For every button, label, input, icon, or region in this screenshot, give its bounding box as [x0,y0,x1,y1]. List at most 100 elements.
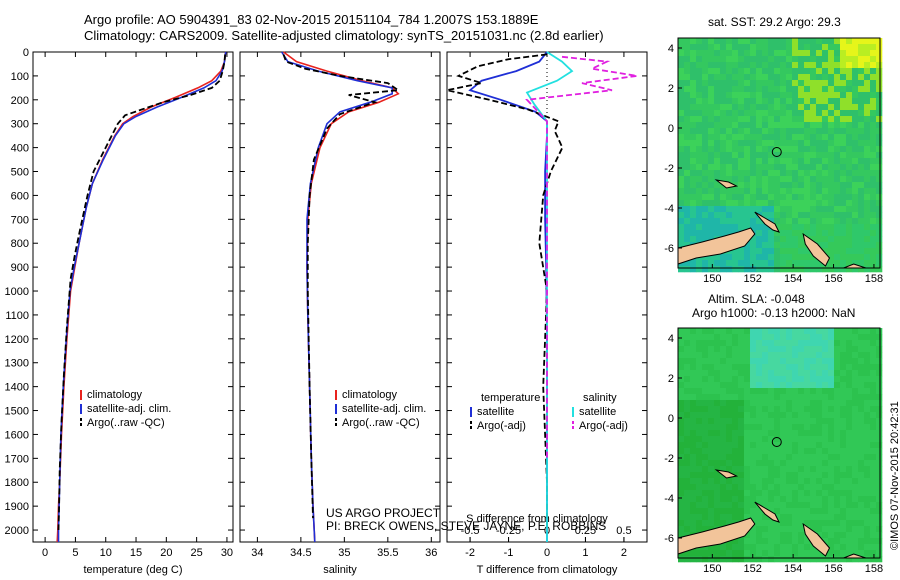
map-cell [750,502,757,509]
map-cell [864,248,871,255]
map-cell [726,206,733,213]
map-cell [858,188,865,195]
map-cell [690,466,697,473]
map-cell [762,116,769,123]
map-cell [864,496,871,503]
map-cell [744,212,751,219]
map-cell [828,218,835,225]
float-position-marker [771,437,782,447]
map-cell [828,430,835,437]
map-cell [864,38,871,45]
map-cell [828,140,835,147]
map-cell [810,206,817,213]
map-cell [708,140,715,147]
map-cell [810,346,817,353]
map-cell [786,140,793,147]
map-cell [732,128,739,135]
map-cell [678,424,685,431]
map-cell [732,194,739,201]
map-cell [846,92,853,99]
map-cell [816,466,823,473]
map-cell [852,56,859,63]
map-cell [756,170,763,177]
map-cell [780,508,787,515]
map-cell [702,520,709,527]
map-cell [780,466,787,473]
map-cell [774,496,781,503]
map-cell [750,388,757,395]
map-cell [798,110,805,117]
map-cell [702,122,709,129]
map-cell [798,38,805,45]
map-cell [726,50,733,57]
map-cell [846,110,853,117]
map-cell [822,352,829,359]
map-cell [834,110,841,117]
map-cell [870,224,877,231]
map-cell [738,170,745,177]
map-cell [684,376,691,383]
map-cell [834,92,841,99]
map-cell [810,38,817,45]
map-cell [852,44,859,51]
map-cell [744,248,751,255]
map-cell [726,260,733,267]
map-cell [720,146,727,153]
map-cell [726,388,733,395]
map-cell [792,328,799,335]
map-cell [840,550,847,557]
map-cell [768,370,775,377]
map-cell [846,242,853,249]
map-cell [732,140,739,147]
map-cell [732,466,739,473]
map-cell [690,448,697,455]
map-cell [762,236,769,243]
map-cell [876,146,883,153]
map-cell [708,328,715,335]
map-cell [750,98,757,105]
map-cell [852,328,859,335]
map-cell [774,224,781,231]
map-cell [774,248,781,255]
map-cell [810,472,817,479]
map-cell [822,134,829,141]
map-cell [738,188,745,195]
map-cell [840,340,847,347]
map-cell [834,152,841,159]
map-cell [702,376,709,383]
map-cell [690,526,697,533]
map-cell [792,472,799,479]
map-cell [828,358,835,365]
map-cell [816,194,823,201]
map-cell [858,260,865,267]
map-cell [678,68,685,75]
map-cell [846,448,853,455]
map-cell [870,62,877,69]
map-cell [870,122,877,129]
map-cell [726,188,733,195]
map-cell [774,164,781,171]
map-cell [708,454,715,461]
map-cell [702,104,709,111]
map-cell [858,206,865,213]
map-cell [870,230,877,237]
map-cell [720,346,727,353]
map-cell [834,98,841,105]
y-tick-label: 1700 [5,453,29,465]
map-cell [696,490,703,497]
map-cell [702,236,709,243]
map-cell [768,328,775,335]
map-cell [810,254,817,261]
map-cell [738,412,745,419]
map-cell [726,254,733,261]
map-cell [834,466,841,473]
map-cell [810,170,817,177]
map-cell [822,448,829,455]
map-cell [690,556,697,563]
map-cell [750,418,757,425]
map-cell [780,514,787,521]
map-cell [708,38,715,45]
map-cell [714,110,721,117]
map-cell [696,454,703,461]
map-cell [750,478,757,485]
